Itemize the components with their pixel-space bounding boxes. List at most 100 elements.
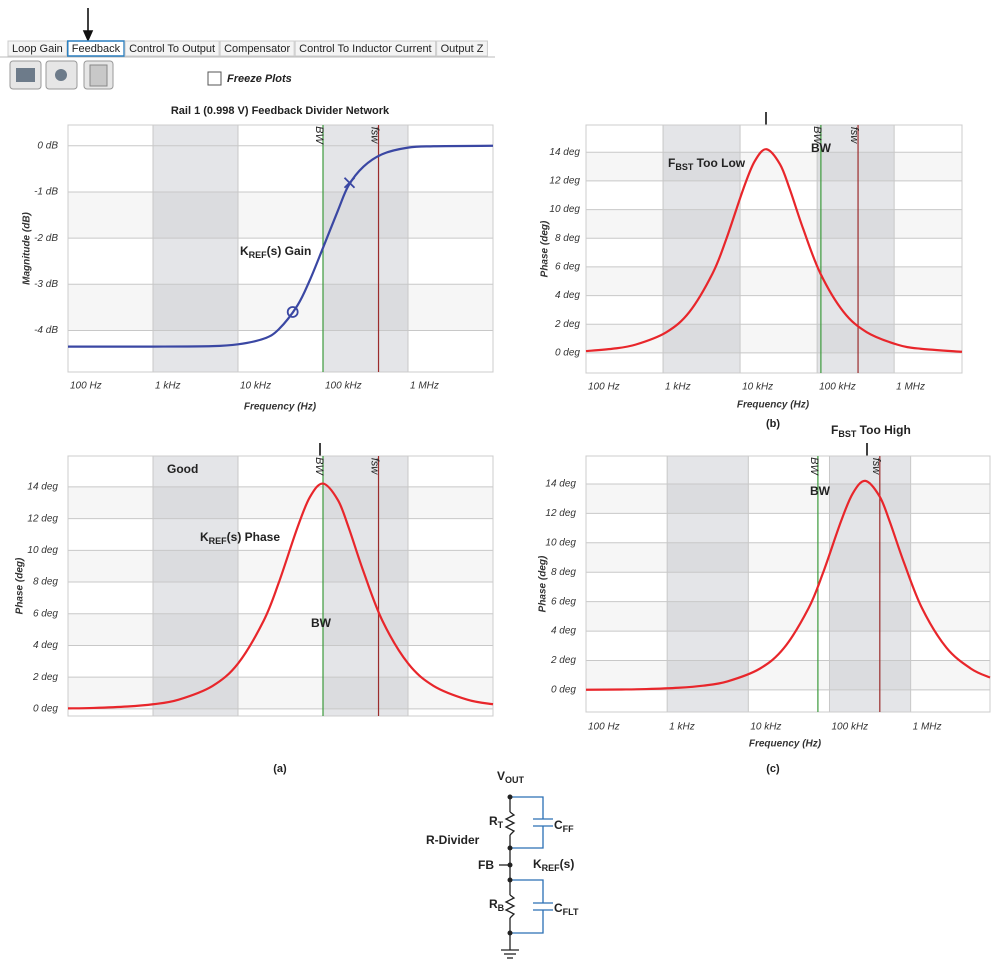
- annotation-rest: Too Low: [693, 156, 745, 170]
- decade-band: [817, 125, 895, 373]
- y-tick-label: 6 deg: [33, 608, 58, 619]
- tab-box[interactable]: [7, 40, 68, 57]
- toolbar-icons: [9, 60, 114, 90]
- tab-label[interactable]: Output Z: [441, 43, 484, 55]
- camera-icon: [55, 69, 67, 81]
- x-tick-label: 1 kHz: [155, 381, 181, 392]
- circuit-label: R-Divider: [426, 833, 480, 847]
- tab-box[interactable]: [124, 40, 220, 57]
- annotation-base: K: [240, 244, 249, 258]
- annotation-sub: BST: [838, 429, 857, 439]
- circuit-label: RB: [489, 897, 505, 913]
- x-axis-label: Frequency (Hz): [749, 739, 822, 750]
- y-tick-label: 0 deg: [551, 685, 576, 696]
- annotation-rest: (s) Phase: [227, 530, 281, 544]
- y-tick-label: 0 dB: [37, 140, 58, 151]
- caption: (b): [766, 418, 780, 430]
- row-band: [68, 192, 493, 238]
- arrow-head: [82, 30, 94, 42]
- circuit-label-base: K: [533, 857, 542, 871]
- reference-line-label: fsw: [848, 127, 860, 145]
- x-tick-label: 10 kHz: [240, 381, 271, 392]
- y-tick-label: 2 deg: [554, 319, 580, 330]
- tab-label[interactable]: Control To Output: [129, 43, 215, 55]
- x-tick-label: 1 MHz: [913, 722, 942, 733]
- annotation: FBST Too High: [831, 423, 911, 439]
- circuit-label: VOUT: [497, 769, 525, 785]
- row-band: [68, 487, 493, 519]
- annotation: KREF(s) Gain: [240, 244, 311, 260]
- capacitor-network: [510, 796, 553, 934]
- y-tick-label: 2 deg: [550, 655, 576, 666]
- chart: 0 deg 2 deg 4 deg 6 deg 8 deg 10 deg 12 deg 14 …: [15, 455, 494, 717]
- resistor: [504, 811, 516, 836]
- row-band: [586, 602, 990, 631]
- tab-label[interactable]: Control To Inductor Current: [299, 43, 431, 55]
- caption: (a): [273, 763, 287, 775]
- node: [507, 877, 513, 883]
- tab-box[interactable]: [294, 40, 437, 57]
- tab-label[interactable]: Loop Gain: [12, 43, 63, 55]
- annotation-sub: BST: [675, 162, 694, 172]
- y-tick-label: 10 deg: [545, 537, 576, 548]
- y-tick-label: 8 deg: [555, 233, 580, 244]
- node: [507, 794, 513, 800]
- y-tick-label: 10 deg: [27, 545, 58, 556]
- reference-line-label: BW: [808, 457, 820, 476]
- circuit-label-base: R: [489, 814, 498, 828]
- y-tick-label: 12 deg: [545, 508, 576, 519]
- annotation-rest: (s) Gain: [267, 244, 312, 258]
- tab[interactable]: Output Z: [436, 40, 488, 57]
- row-band: [68, 284, 493, 330]
- plot-area: [68, 456, 493, 716]
- tab[interactable]: Control To Output: [124, 40, 220, 57]
- tab-box[interactable]: [436, 40, 488, 57]
- tab[interactable]: Feedback: [67, 40, 125, 57]
- annotation: BW: [311, 616, 332, 630]
- tab[interactable]: Compensator: [219, 40, 295, 57]
- decade-band: [829, 456, 911, 712]
- x-tick-label: 100 kHz: [831, 722, 868, 733]
- tab-box[interactable]: [67, 40, 125, 57]
- decade-band: [153, 125, 238, 372]
- tab-label[interactable]: Compensator: [224, 43, 290, 55]
- circuit-label-sub: REF: [542, 863, 561, 873]
- reference-line-label: BW: [313, 126, 325, 145]
- node: [507, 845, 513, 851]
- tab-label[interactable]: Feedback: [72, 43, 121, 55]
- y-tick-label: 8 deg: [33, 577, 58, 588]
- decade-band: [153, 456, 238, 716]
- x-tick-label: 1 kHz: [665, 382, 691, 393]
- y-tick-label: 14 deg: [27, 482, 58, 493]
- y-tick-label: 14 deg: [549, 147, 580, 158]
- decade-band: [323, 125, 408, 372]
- y-tick-label: 12 deg: [549, 176, 580, 187]
- freeze-label[interactable]: Freeze Plots: [227, 73, 292, 85]
- node: [507, 930, 513, 936]
- tab[interactable]: Control To Inductor Current: [294, 40, 437, 57]
- freeze-checkbox[interactable]: [207, 71, 222, 86]
- x-axis-label: Frequency (Hz): [244, 402, 317, 413]
- clipboard-icon: [89, 64, 108, 87]
- print-icon: [16, 68, 35, 82]
- decade-band: [667, 456, 749, 712]
- series-line: [585, 148, 963, 353]
- circuit-label-base: C: [554, 901, 563, 915]
- resistor: [504, 894, 516, 919]
- chart: 0 deg 2 deg 4 deg 6 deg 8 deg 10 deg 12 deg 14 …: [538, 455, 991, 750]
- tab[interactable]: Loop Gain: [7, 40, 68, 57]
- annotation: BW: [811, 141, 832, 155]
- annotation-base: F: [668, 156, 675, 170]
- marker-circle: [286, 306, 299, 318]
- series-line: [67, 144, 494, 348]
- y-axis-label: Magnitude (dB): [22, 211, 33, 284]
- tab-box[interactable]: [219, 40, 295, 57]
- x-tick-label: 1 kHz: [669, 722, 695, 733]
- x-tick-label: 1 MHz: [896, 382, 925, 393]
- marker-cross: [343, 177, 356, 189]
- y-tick-label: 12 deg: [27, 513, 58, 524]
- plot-border: [585, 124, 963, 374]
- annotation: BW: [810, 484, 831, 498]
- plot-area: [586, 456, 990, 712]
